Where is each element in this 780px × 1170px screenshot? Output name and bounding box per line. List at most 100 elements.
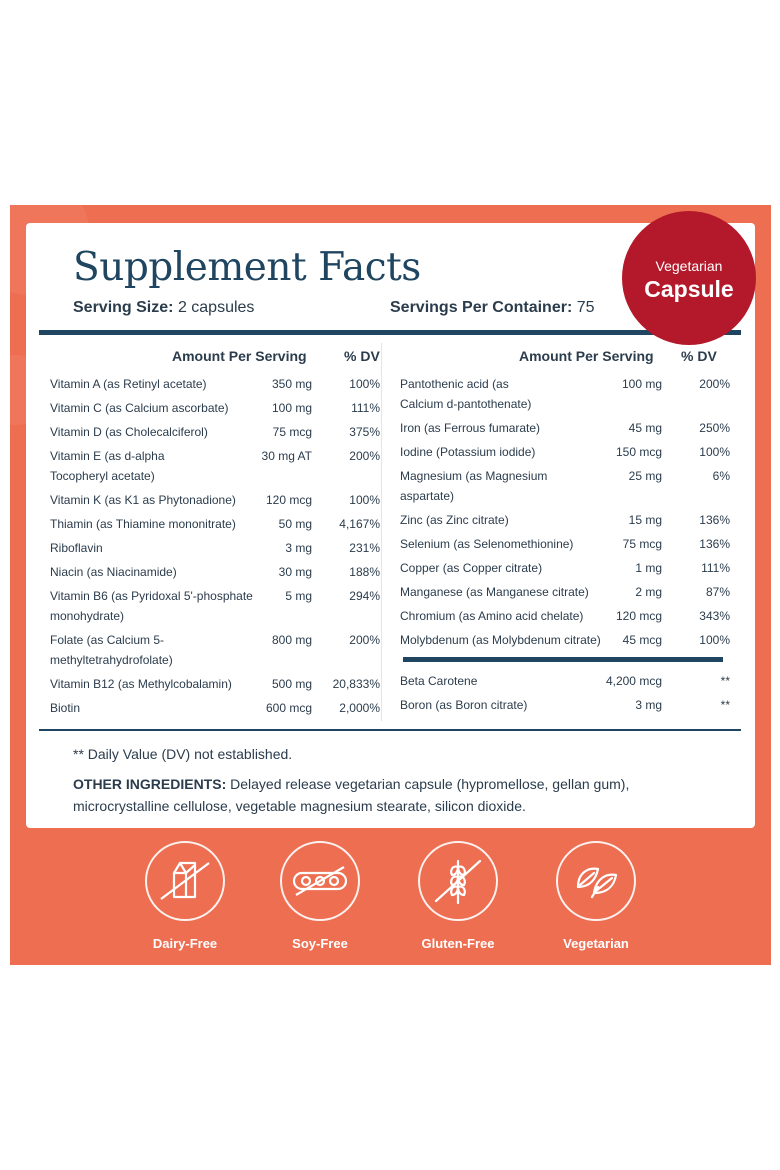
nutrient-name-line: Iron (as Ferrous fumarate) — [400, 421, 541, 435]
nutrient-row: Vitamin B6 (as Pyridoxal 5'-phosphate mon… — [50, 586, 380, 626]
dairy-free-label: Dairy-Free — [152, 936, 218, 951]
badge-line2: Capsule — [644, 276, 734, 302]
nutrient-amount: 600 mcg — [265, 701, 312, 715]
nutrient-amount: 30 mg — [278, 565, 312, 579]
nutrient-row: Vitamin K (as K1 as Phytonadione) 120 mcg… — [50, 490, 380, 510]
serving-size-value: 2 capsules — [177, 299, 255, 316]
nutrient-amount: 30 mg AT — [261, 449, 312, 463]
nutrient-amount: 100 mg — [621, 377, 662, 391]
nutrient-name: Vitamin A (as Retinyl acetate) — [50, 374, 270, 394]
nutrient-name-line: Molybdenum (as Molybdenum citrate) — [400, 633, 601, 647]
dairy-free-badge: Dairy-Free — [130, 841, 240, 951]
nutrient-dv: 100% — [699, 445, 730, 459]
page-title: Supplement Facts — [73, 245, 421, 290]
product-panel: Supplement Facts Serving Size: 2 capsule… — [10, 205, 771, 965]
nutrient-name: Vitamin E (as d-alpha Tocopheryl acetate) — [50, 446, 270, 486]
nutrient-dv: 200% — [699, 377, 730, 391]
nutrient-name: Manganese (as Manganese citrate) — [400, 582, 630, 602]
nutrient-amount: 800 mg — [271, 633, 312, 647]
nutrient-name: Vitamin B12 (as Methylcobalamin) — [50, 674, 270, 694]
gluten-free-badge: Gluten-Free — [403, 841, 513, 951]
nutrient-amount: 100 mg — [271, 401, 312, 415]
nutrient-amount: 50 mg — [278, 517, 312, 531]
nutrient-dv: 100% — [349, 377, 380, 391]
nutrient-dv: 294% — [349, 589, 380, 603]
nutrient-name: Chromium (as Amino acid chelate) — [400, 606, 630, 626]
nutrient-amount: 3 mg — [285, 541, 312, 555]
nutrient-name-line: Vitamin E (as d-alpha — [50, 449, 165, 463]
nutrient-amount: 120 mcg — [265, 493, 312, 507]
nutrient-row: Iron (as Ferrous fumarate) 45 mg 250% — [400, 418, 730, 438]
nutrient-name-line: Riboflavin — [50, 541, 103, 555]
nutrient-row: Niacin (as Niacinamide) 30 mg 188% — [50, 562, 380, 582]
nutrient-name-line: Thiamin (as Thiamine mononitrate) — [50, 517, 236, 531]
vegetarian-label: Vegetarian — [563, 936, 629, 951]
nutrient-dv: 2,000% — [339, 701, 380, 715]
nutrient-dv: 200% — [349, 633, 380, 647]
nutrient-name-line: Copper (as Copper citrate) — [400, 561, 543, 575]
nutrient-dv: 136% — [699, 513, 730, 527]
serving-size-label: Serving Size: — [73, 299, 174, 316]
nutrient-name-line: Calcium d-pantothenate) — [400, 397, 532, 411]
nutrient-row: Boron (as Boron citrate) 3 mg ** — [400, 695, 730, 715]
nutrient-name-line: aspartate) — [400, 489, 455, 503]
gluten-free-label: Gluten-Free — [421, 936, 495, 951]
nutrient-dv: 6% — [712, 469, 730, 483]
nutrient-dv: ** — [720, 674, 730, 688]
nutrient-name: Vitamin B6 (as Pyridoxal 5'-phosphate mon… — [50, 586, 270, 626]
nutrient-row: Folate (as Calcium 5- methyltetrahydrofol… — [50, 630, 380, 670]
nutrient-row: Vitamin D (as Cholecalciferol) 75 mcg 375% — [50, 422, 380, 442]
nutrient-name-line: Zinc (as Zinc citrate) — [400, 513, 509, 527]
nutrient-name: Magnesium (as Magnesium aspartate) — [400, 466, 630, 506]
nutrient-name: Niacin (as Niacinamide) — [50, 562, 270, 582]
footer-divider — [39, 729, 741, 731]
header-divider — [39, 330, 741, 335]
left-dv-header: % DV — [344, 348, 380, 364]
nutrient-amount: 75 mcg — [622, 537, 662, 551]
other-ingredients-label: OTHER INGREDIENTS: — [73, 776, 227, 792]
vegetarian-capsule-badge: Vegetarian Capsule — [622, 211, 756, 345]
nutrient-name-line: Tocopheryl acetate) — [50, 469, 155, 483]
nutrient-name: Iron (as Ferrous fumarate) — [400, 418, 630, 438]
nutrient-name-line: monohydrate) — [50, 609, 125, 623]
nutrient-row: Molybdenum (as Molybdenum citrate) 45 mcg… — [400, 630, 730, 650]
nutrient-amount: 4,200 mcg — [605, 674, 662, 688]
nutrient-name-line: Manganese (as Manganese citrate) — [400, 585, 589, 599]
nutrient-amount: 15 mg — [628, 513, 662, 527]
wheat-crossed-icon — [418, 841, 498, 921]
other-ingredients: OTHER INGREDIENTS: Delayed release veget… — [73, 773, 713, 817]
nutrient-dv: 200% — [349, 449, 380, 463]
nutrient-row: Copper (as Copper citrate) 1 mg 111% — [400, 558, 730, 578]
soy-free-label: Soy-Free — [292, 936, 348, 951]
nutrient-name-line: Beta Carotene — [400, 674, 478, 688]
nutrient-dv: 188% — [349, 565, 380, 579]
nutrient-row: Beta Carotene 4,200 mcg ** — [400, 671, 730, 691]
nutrient-dv: ** — [720, 698, 730, 712]
nutrient-name-line: Pantothenic acid (as — [400, 377, 509, 391]
nutrient-dv: 100% — [349, 493, 380, 507]
nutrient-dv: 20,833% — [332, 677, 380, 691]
nutrient-name-line: Magnesium (as Magnesium — [400, 469, 548, 483]
dv-footnote: ** Daily Value (DV) not established. — [73, 746, 293, 762]
left-amount-header: Amount Per Serving — [172, 348, 307, 364]
nutrient-dv: 87% — [705, 585, 730, 599]
column-divider — [381, 343, 382, 721]
nutrient-row: Riboflavin 3 mg 231% — [50, 538, 380, 558]
nutrient-row: Thiamin (as Thiamine mononitrate) 50 mg 4,… — [50, 514, 380, 534]
nutrient-name: Vitamin C (as Calcium ascorbate) — [50, 398, 270, 418]
nutrient-name-line: Vitamin K (as K1 as Phytonadione) — [50, 493, 236, 507]
nutrient-amount: 25 mg — [628, 469, 662, 483]
nutrient-row: Vitamin E (as d-alpha Tocopheryl acetate)… — [50, 446, 380, 486]
right-amount-header: Amount Per Serving — [519, 348, 654, 364]
nutrient-name-line: Niacin (as Niacinamide) — [50, 565, 177, 579]
nutrient-name-line: Selenium (as Selenomethionine) — [400, 537, 574, 551]
nutrient-name: Thiamin (as Thiamine mononitrate) — [50, 514, 270, 534]
other-ingredients-text: Delayed release vegetarian capsule (hypr… — [73, 776, 630, 814]
nutrient-row: Magnesium (as Magnesium aspartate) 25 mg 6% — [400, 466, 730, 506]
nutrient-name-line: Iodine (Potassium iodide) — [400, 445, 536, 459]
nutrient-row: Manganese (as Manganese citrate) 2 mg 87% — [400, 582, 730, 602]
nutrient-name-line: Chromium (as Amino acid chelate) — [400, 609, 584, 623]
nutrient-amount: 3 mg — [635, 698, 662, 712]
nutrient-row: Vitamin B12 (as Methylcobalamin) 500 mg 20… — [50, 674, 380, 694]
nutrient-amount: 150 mcg — [615, 445, 662, 459]
